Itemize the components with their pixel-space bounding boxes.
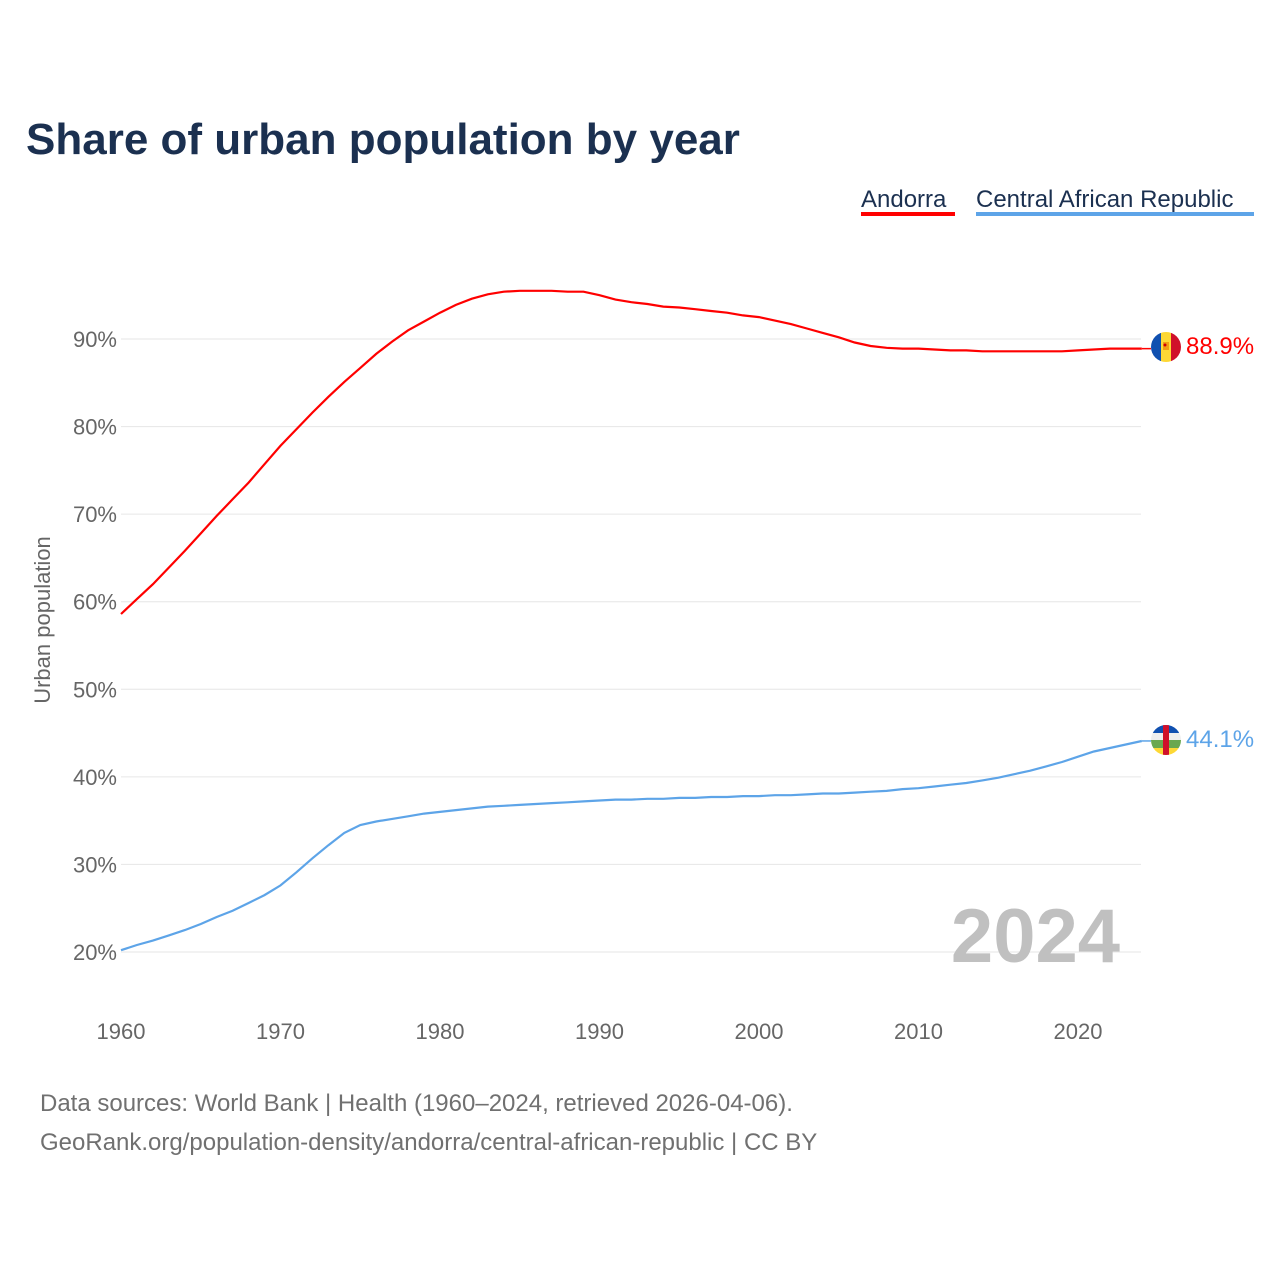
footer-sources: Data sources: World Bank | Health (1960–… (40, 1090, 793, 1117)
y-axis-label: Urban population (30, 536, 55, 704)
legend-label: Central African Republic (976, 186, 1233, 213)
x-tick-label: 1990 (575, 1019, 624, 1044)
end-label-central-african-republic: 44.1% (1186, 726, 1254, 753)
y-tick-label: 70% (73, 502, 117, 527)
legend-swatch (976, 212, 1254, 216)
legend-item-andorra[interactable]: Andorra (861, 186, 955, 216)
y-tick-label: 50% (73, 677, 117, 702)
footer-link[interactable]: GeoRank.org/population-density/andorra/c… (40, 1129, 817, 1156)
legend: Andorra Central African Republic (861, 186, 1254, 216)
x-tick-label: 1980 (416, 1019, 465, 1044)
y-tick-label: 20% (73, 940, 117, 965)
end-label-andorra: 88.9% (1186, 333, 1254, 360)
x-tick-label: 2020 (1054, 1019, 1103, 1044)
x-tick-label: 1970 (256, 1019, 305, 1044)
legend-label: Andorra (861, 186, 947, 213)
legend-item-central-african-republic[interactable]: Central African Republic (976, 186, 1254, 216)
flag-andorra-icon (1151, 332, 1181, 362)
year-watermark: 2024 (951, 894, 1120, 979)
chart-title: Share of urban population by year (26, 115, 740, 164)
flag-central-african-republic-icon (1151, 725, 1181, 755)
y-tick-label: 40% (73, 765, 117, 790)
y-tick-label: 60% (73, 590, 117, 615)
legend-swatch (861, 212, 955, 216)
series-line-andorra (120, 289, 1142, 615)
x-tick-label: 2010 (894, 1019, 943, 1044)
x-tick-label: 1960 (97, 1019, 146, 1044)
y-tick-label: 80% (73, 415, 117, 440)
x-tick-label: 2000 (735, 1019, 784, 1044)
y-tick-label: 30% (73, 852, 117, 877)
y-tick-label: 90% (73, 327, 117, 352)
series-line-central-african-republic (120, 739, 1143, 952)
